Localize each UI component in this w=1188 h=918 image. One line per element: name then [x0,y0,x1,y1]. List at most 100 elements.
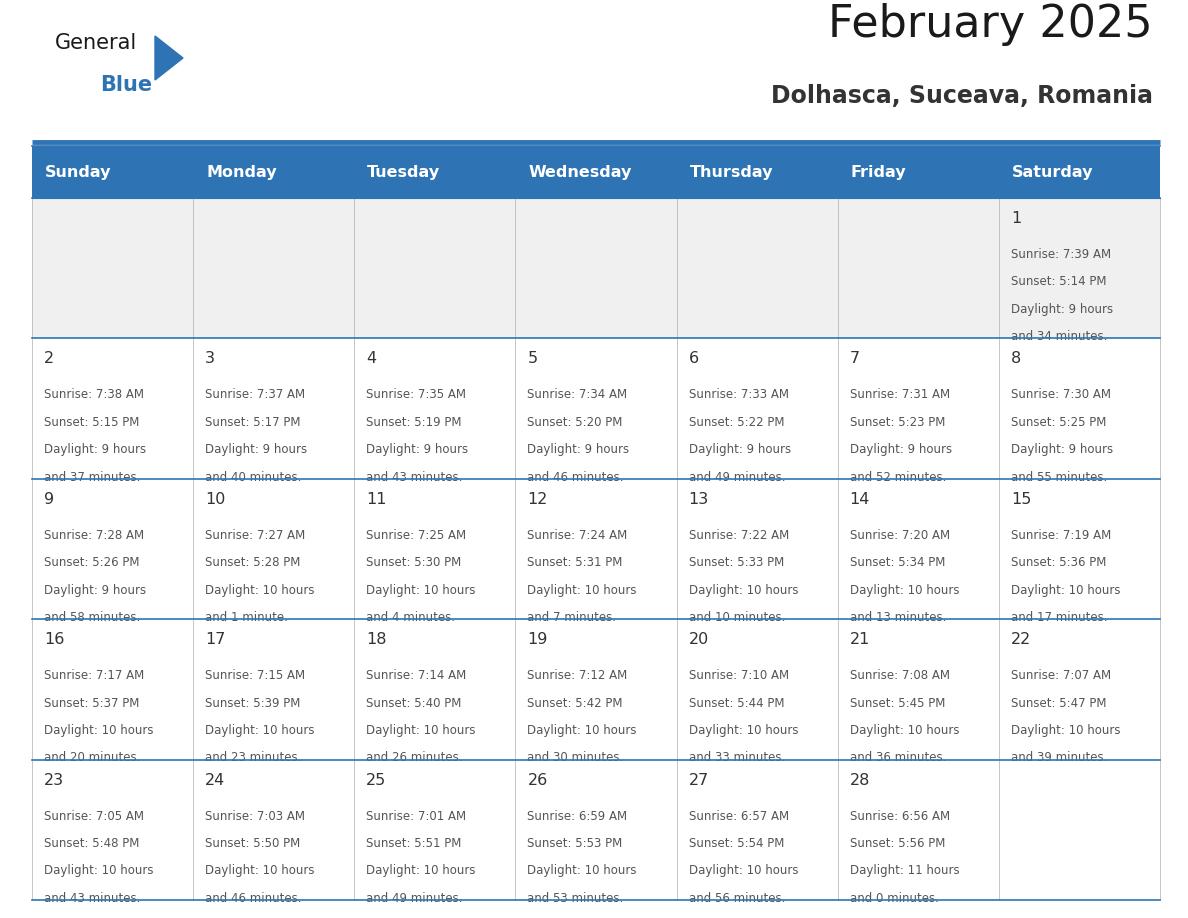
Text: Sunrise: 7:37 AM: Sunrise: 7:37 AM [206,388,305,401]
Text: and 30 minutes.: and 30 minutes. [527,751,624,765]
Text: Sunset: 5:30 PM: Sunset: 5:30 PM [366,556,461,569]
Text: 20: 20 [689,633,709,647]
Text: Dolhasca, Suceava, Romania: Dolhasca, Suceava, Romania [771,84,1154,108]
Text: Daylight: 10 hours: Daylight: 10 hours [689,724,798,737]
Bar [194,759,354,900]
Text: Daylight: 9 hours: Daylight: 9 hours [44,584,146,597]
Bar [194,479,354,620]
Text: General: General [55,33,138,53]
Text: Daylight: 10 hours: Daylight: 10 hours [366,865,475,878]
Bar [354,339,516,479]
Bar [838,479,999,620]
Text: and 23 minutes.: and 23 minutes. [206,751,302,765]
Bar [838,339,999,479]
Bar [516,759,677,900]
Bar [677,759,838,900]
Text: Daylight: 9 hours: Daylight: 9 hours [689,443,791,456]
Text: Sunset: 5:44 PM: Sunset: 5:44 PM [689,697,784,710]
Text: Sunrise: 7:22 AM: Sunrise: 7:22 AM [689,529,789,542]
Text: Wednesday: Wednesday [529,164,632,180]
Text: Sunrise: 7:33 AM: Sunrise: 7:33 AM [689,388,789,401]
Text: and 10 minutes.: and 10 minutes. [689,611,785,624]
Text: Sunset: 5:45 PM: Sunset: 5:45 PM [849,697,946,710]
Text: 26: 26 [527,773,548,788]
Text: and 49 minutes.: and 49 minutes. [366,891,463,905]
Text: 3: 3 [206,352,215,366]
Bar [999,759,1159,900]
Text: Daylight: 10 hours: Daylight: 10 hours [527,865,637,878]
Bar [516,146,677,198]
Text: Sunset: 5:51 PM: Sunset: 5:51 PM [366,837,462,850]
Text: 4: 4 [366,352,377,366]
Bar [32,198,194,339]
Text: 9: 9 [44,492,55,507]
Text: Sunset: 5:17 PM: Sunset: 5:17 PM [206,416,301,429]
Text: Daylight: 9 hours: Daylight: 9 hours [206,443,308,456]
Text: Daylight: 10 hours: Daylight: 10 hours [689,865,798,878]
Text: and 46 minutes.: and 46 minutes. [206,891,302,905]
Text: Sunset: 5:25 PM: Sunset: 5:25 PM [1011,416,1106,429]
Text: Sunrise: 7:38 AM: Sunrise: 7:38 AM [44,388,144,401]
Text: Sunrise: 7:35 AM: Sunrise: 7:35 AM [366,388,466,401]
Bar [999,198,1159,339]
Text: Sunset: 5:50 PM: Sunset: 5:50 PM [206,837,301,850]
Text: 13: 13 [689,492,709,507]
Text: and 33 minutes.: and 33 minutes. [689,751,785,765]
Text: Sunrise: 7:24 AM: Sunrise: 7:24 AM [527,529,627,542]
Text: and 17 minutes.: and 17 minutes. [1011,611,1107,624]
Text: and 34 minutes.: and 34 minutes. [1011,330,1107,343]
Text: Sunset: 5:39 PM: Sunset: 5:39 PM [206,697,301,710]
Text: Daylight: 10 hours: Daylight: 10 hours [849,584,959,597]
Bar [354,198,516,339]
Text: Sunrise: 6:59 AM: Sunrise: 6:59 AM [527,810,627,823]
Bar [32,146,194,198]
Text: 19: 19 [527,633,548,647]
Text: Sunrise: 7:12 AM: Sunrise: 7:12 AM [527,669,627,682]
Text: 28: 28 [849,773,870,788]
Text: Daylight: 10 hours: Daylight: 10 hours [366,724,475,737]
Text: Sunset: 5:15 PM: Sunset: 5:15 PM [44,416,139,429]
Text: and 39 minutes.: and 39 minutes. [1011,751,1107,765]
Text: 23: 23 [44,773,64,788]
Text: Daylight: 10 hours: Daylight: 10 hours [527,584,637,597]
Text: 27: 27 [689,773,709,788]
Text: 22: 22 [1011,633,1031,647]
Text: 16: 16 [44,633,64,647]
Text: 17: 17 [206,633,226,647]
Bar [516,198,677,339]
Text: 14: 14 [849,492,870,507]
Text: Sunrise: 7:17 AM: Sunrise: 7:17 AM [44,669,144,682]
Text: Sunrise: 7:27 AM: Sunrise: 7:27 AM [206,529,305,542]
Polygon shape [154,36,183,80]
Text: and 43 minutes.: and 43 minutes. [366,471,462,484]
Text: Sunset: 5:20 PM: Sunset: 5:20 PM [527,416,623,429]
Text: Friday: Friday [851,164,906,180]
Text: and 37 minutes.: and 37 minutes. [44,471,140,484]
Text: 12: 12 [527,492,548,507]
Text: Sunset: 5:26 PM: Sunset: 5:26 PM [44,556,139,569]
Text: Daylight: 10 hours: Daylight: 10 hours [44,724,153,737]
Text: Sunset: 5:33 PM: Sunset: 5:33 PM [689,556,784,569]
Bar [32,620,194,759]
Text: Daylight: 10 hours: Daylight: 10 hours [689,584,798,597]
Text: Sunrise: 7:34 AM: Sunrise: 7:34 AM [527,388,627,401]
Text: and 46 minutes.: and 46 minutes. [527,471,624,484]
Text: 1: 1 [1011,211,1022,226]
Text: Daylight: 11 hours: Daylight: 11 hours [849,865,960,878]
Text: 10: 10 [206,492,226,507]
Bar [32,479,194,620]
Text: Blue: Blue [100,75,152,95]
Bar [999,146,1159,198]
Text: Daylight: 9 hours: Daylight: 9 hours [1011,443,1113,456]
Text: Daylight: 10 hours: Daylight: 10 hours [206,584,315,597]
Text: Sunrise: 7:07 AM: Sunrise: 7:07 AM [1011,669,1111,682]
Bar [516,620,677,759]
Text: 24: 24 [206,773,226,788]
Text: 2: 2 [44,352,55,366]
Text: Sunrise: 7:05 AM: Sunrise: 7:05 AM [44,810,144,823]
Text: and 26 minutes.: and 26 minutes. [366,751,463,765]
Text: 15: 15 [1011,492,1031,507]
Text: 7: 7 [849,352,860,366]
Bar [999,479,1159,620]
Text: Sunrise: 7:03 AM: Sunrise: 7:03 AM [206,810,305,823]
